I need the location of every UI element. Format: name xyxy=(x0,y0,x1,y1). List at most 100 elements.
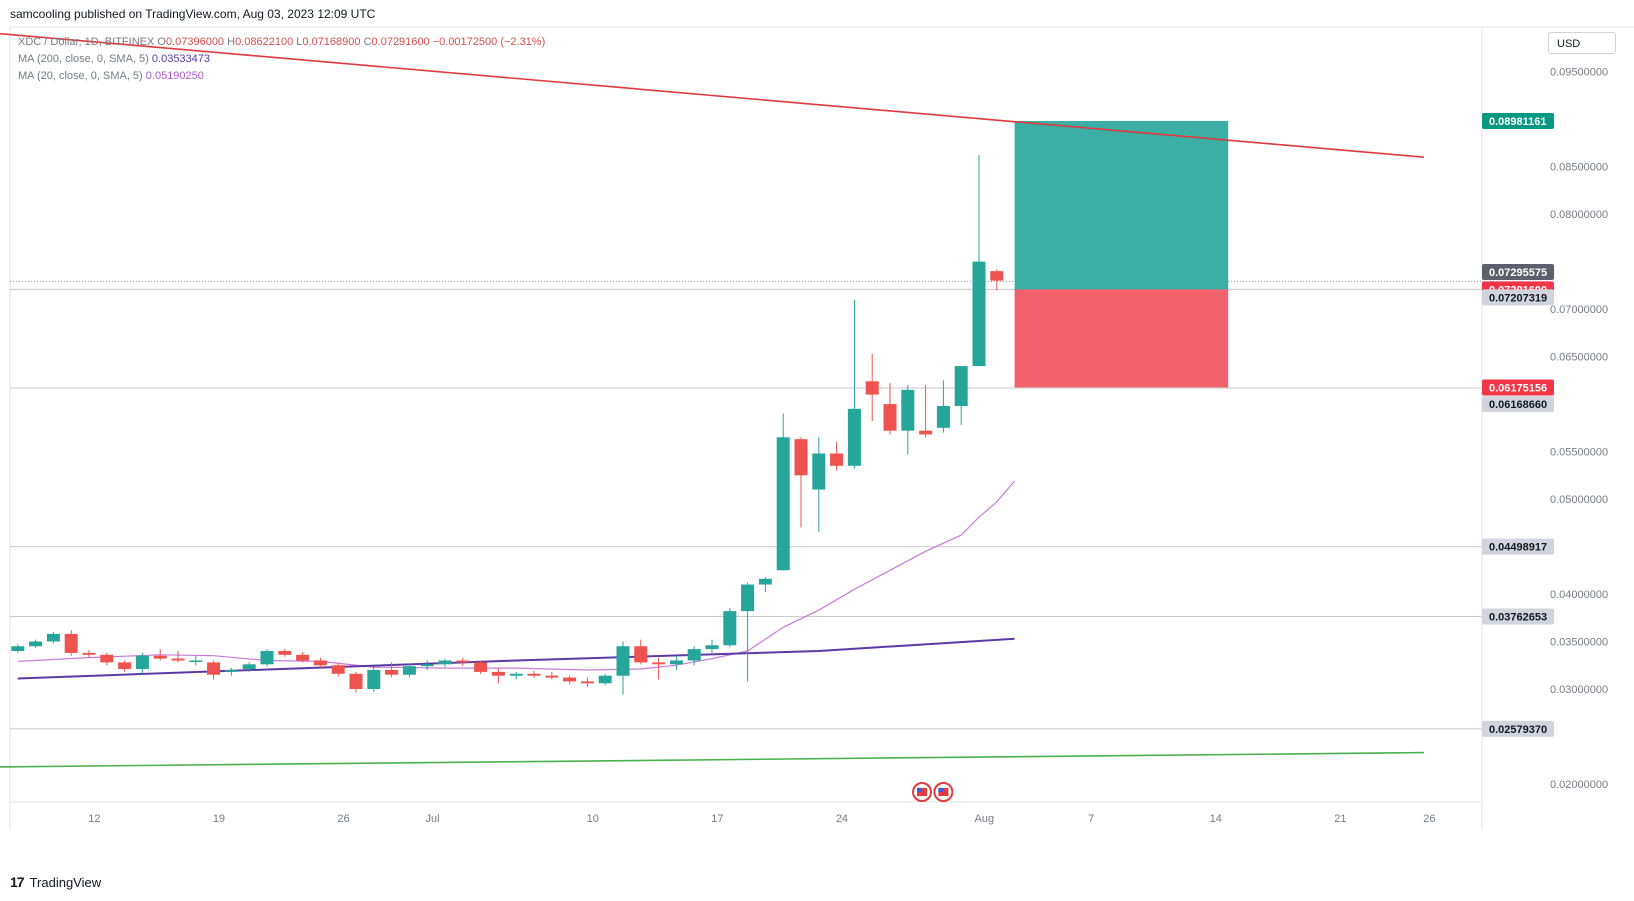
time-tick-label: 24 xyxy=(836,813,848,825)
candle-body xyxy=(474,662,488,672)
candle-body xyxy=(11,646,25,651)
high-label: H xyxy=(227,36,236,48)
candle-body xyxy=(527,673,541,676)
close-label: C xyxy=(363,36,372,48)
time-tick-label: 14 xyxy=(1210,813,1222,825)
candle-body xyxy=(313,660,327,666)
position-zones-layer[interactable] xyxy=(1014,120,1229,388)
time-tick-label: Aug xyxy=(975,813,995,825)
candle-body xyxy=(563,677,577,682)
candle-body xyxy=(509,673,523,676)
price-tag-label: 0.07295575 xyxy=(1489,267,1547,279)
symbol-name[interactable]: XDC / Dollar, 1D, BITFINEX xyxy=(18,36,155,48)
close-value: 0.07291600 xyxy=(371,36,430,48)
candle-body xyxy=(883,404,897,431)
candle-body xyxy=(456,660,470,663)
currency-button[interactable]: USD xyxy=(1548,32,1616,54)
candle-body xyxy=(171,658,185,661)
ma20-row[interactable]: MA (20, close, 0, SMA, 5) 0.05190250 xyxy=(18,68,545,85)
candle-body xyxy=(385,669,399,675)
price-tag-label: 0.02579370 xyxy=(1489,724,1547,736)
candle-body xyxy=(260,650,274,665)
candle-body xyxy=(153,655,167,659)
candle-body xyxy=(118,662,132,670)
time-tick-label: 12 xyxy=(88,813,100,825)
price-tick-label: 0.03500000 xyxy=(1550,637,1608,649)
candle-body xyxy=(616,646,630,676)
candle-body xyxy=(758,578,772,585)
target-zone xyxy=(1014,120,1229,290)
price-tag-background xyxy=(1482,396,1554,413)
price-tick-label: 0.06500000 xyxy=(1550,352,1608,364)
candle-body xyxy=(652,662,666,665)
price-tag-background xyxy=(1482,264,1554,281)
price-tag-label: 0.04498917 xyxy=(1489,542,1547,554)
candle-body xyxy=(349,673,363,689)
candle-body xyxy=(830,453,844,466)
price-tag-background xyxy=(1482,379,1554,396)
price-tick-label: 0.07000000 xyxy=(1550,304,1608,316)
candle-body xyxy=(669,660,683,665)
candle-body xyxy=(367,669,381,689)
time-tick-label: 17 xyxy=(711,813,723,825)
price-tick-label: 0.05500000 xyxy=(1550,447,1608,459)
resistance-trendline xyxy=(0,32,1425,158)
ma20-value: 0.05190250 xyxy=(145,70,204,82)
low-value: 0.07168900 xyxy=(302,36,361,48)
low-label: L xyxy=(296,36,303,48)
candle-body xyxy=(207,662,221,675)
price-tags-layer: 0.089811610.072955750.072916000.07207319… xyxy=(1482,112,1554,737)
price-tag-background xyxy=(1482,720,1554,737)
candle-body xyxy=(794,439,808,476)
price-tag-background xyxy=(1482,112,1554,129)
candle-body xyxy=(936,405,950,428)
ma200-row[interactable]: MA (200, close, 0, SMA, 5) 0.03533473 xyxy=(18,51,545,68)
candle-body xyxy=(242,664,256,670)
tradingview-brand[interactable]: 17 TradingView xyxy=(10,874,101,890)
candle-body xyxy=(278,650,292,655)
candle-body xyxy=(741,584,755,612)
time-tick-label: Jul xyxy=(426,813,440,825)
chart-background-layer xyxy=(9,26,1634,830)
candle-body xyxy=(972,261,986,367)
price-tag-label: 0.03762653 xyxy=(1489,612,1547,624)
time-tick-label: 21 xyxy=(1334,813,1346,825)
change-value: −0.00172500 (−2.31%) xyxy=(432,36,546,48)
candle-body xyxy=(990,271,1004,281)
candle-body xyxy=(100,654,114,663)
candle-body xyxy=(580,681,594,684)
price-tick-label: 0.04000000 xyxy=(1550,589,1608,601)
tradingview-logo-icon: 17 xyxy=(10,874,25,890)
open-label: O xyxy=(157,36,166,48)
candle-body xyxy=(189,660,203,662)
candle-body xyxy=(545,675,559,678)
candle-body xyxy=(135,655,149,670)
price-tag-background xyxy=(1482,538,1554,555)
price-tick-label: 0.08500000 xyxy=(1550,162,1608,174)
price-tag-label: 0.07207319 xyxy=(1489,292,1547,304)
candle-body xyxy=(598,675,612,684)
candle-body xyxy=(723,611,737,646)
symbol-row[interactable]: XDC / Dollar, 1D, BITFINEX O0.07396000 H… xyxy=(18,34,545,51)
time-tick-label: 7 xyxy=(1088,813,1094,825)
price-tick-label: 0.08000000 xyxy=(1550,209,1608,221)
axis-layer: 0.02000000 0.03000000 0.03500000 0.04000000… xyxy=(88,67,1608,825)
chart-legend: XDC / Dollar, 1D, BITFINEX O0.07396000 H… xyxy=(18,34,545,85)
ma20-label: MA (20, close, 0, SMA, 5) xyxy=(18,70,143,82)
price-tag-label: 0.06168660 xyxy=(1489,399,1547,411)
candle-body xyxy=(46,633,60,642)
candle-body xyxy=(64,633,78,653)
price-tag-label: 0.08981161 xyxy=(1489,116,1547,128)
price-tag-label: 0.06175156 xyxy=(1489,382,1547,394)
support-trendline xyxy=(0,751,1425,768)
candle-body xyxy=(812,453,826,490)
candle-body xyxy=(331,665,345,674)
candle-body xyxy=(438,660,452,665)
stop-loss-zone xyxy=(1014,289,1229,388)
candle-body xyxy=(847,408,861,466)
us-flag-icon-canton xyxy=(917,788,923,792)
ma200-line xyxy=(17,637,1015,680)
ma200-label: MA (200, close, 0, SMA, 5) xyxy=(18,53,149,65)
candle-body xyxy=(491,671,505,676)
